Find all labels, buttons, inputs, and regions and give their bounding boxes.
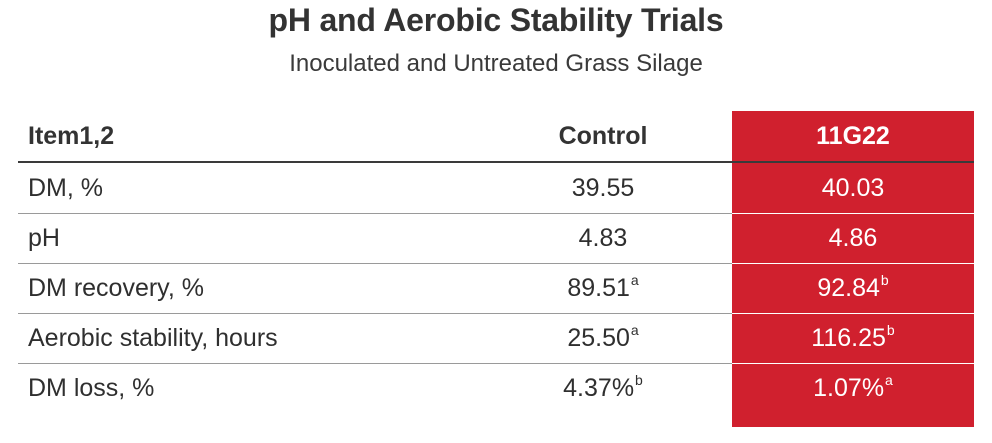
row-divider-highlight bbox=[732, 263, 974, 264]
row-item-label: DM recovery, % bbox=[28, 263, 204, 313]
chart-title: pH and Aerobic Stability Trials bbox=[268, 2, 724, 38]
table-row: pH 4.83 4.86 bbox=[18, 213, 974, 263]
inoculant-superscript: b bbox=[886, 321, 895, 338]
row-item-label: Aerobic stability, hours bbox=[28, 313, 278, 363]
inoculant-superscript: a bbox=[885, 371, 893, 388]
row-control-cell-value: 89.51 bbox=[567, 274, 630, 302]
row-control-cell-value: 4.37% bbox=[563, 374, 635, 402]
row-control-cell-value: 39.55 bbox=[571, 174, 635, 202]
header-control: Control bbox=[558, 122, 648, 150]
header-inoculant: 11G22 bbox=[816, 122, 890, 150]
row-item-label-value: pH bbox=[28, 224, 60, 252]
control-superscript: b bbox=[635, 371, 643, 388]
row-divider-highlight bbox=[732, 363, 974, 364]
row-item-label: DM, % bbox=[28, 163, 103, 213]
row-inoculant-cell: 92.84b bbox=[732, 263, 974, 313]
row-divider bbox=[18, 313, 974, 314]
row-inoculant-cell: 40.03 bbox=[732, 163, 974, 213]
chart-subtitle: Inoculated and Untreated Grass Silage bbox=[289, 50, 703, 77]
row-inoculant-cell: 4.86 bbox=[732, 213, 974, 263]
row-divider-highlight bbox=[732, 213, 974, 214]
row-control-cell: 4.37%b bbox=[488, 363, 718, 413]
control-superscript: a bbox=[630, 271, 639, 288]
table-row: DM, % 39.55 40.03 bbox=[18, 163, 974, 213]
row-inoculant-cell-value: 1.07% bbox=[813, 374, 885, 402]
highlight-column bbox=[732, 111, 974, 427]
row-item-label-value: DM recovery, % bbox=[28, 274, 204, 302]
row-inoculant-cell-value: 92.84 bbox=[817, 274, 880, 302]
row-control-cell-value: 4.83 bbox=[578, 224, 628, 252]
row-control-cell-value: 25.50 bbox=[567, 324, 630, 352]
inoculant-superscript: b bbox=[880, 271, 889, 288]
row-control-cell: 25.50a bbox=[488, 313, 718, 363]
row-inoculant-cell: 1.07%a bbox=[732, 363, 974, 413]
row-divider bbox=[18, 263, 974, 264]
row-inoculant-cell-value: 116.25 bbox=[811, 324, 886, 352]
table-row: DM loss, % 4.37%b 1.07%a bbox=[18, 363, 974, 413]
row-control-cell: 39.55 bbox=[488, 163, 718, 213]
row-item-label-value: Aerobic stability, hours bbox=[28, 324, 278, 352]
row-control-cell: 89.51a bbox=[488, 263, 718, 313]
table-row: DM recovery, % 89.51a 92.84b bbox=[18, 263, 974, 313]
row-control-cell: 4.83 bbox=[488, 213, 718, 263]
row-divider bbox=[18, 363, 974, 364]
row-inoculant-cell-value: 4.86 bbox=[828, 224, 878, 252]
row-item-label: pH bbox=[28, 213, 60, 263]
row-divider-highlight bbox=[732, 313, 974, 314]
control-superscript: a bbox=[630, 321, 639, 338]
row-divider bbox=[18, 213, 974, 214]
row-inoculant-cell-value: 40.03 bbox=[821, 174, 885, 202]
table-row: Aerobic stability, hours 25.50a 116.25b bbox=[18, 313, 974, 363]
row-item-label: DM loss, % bbox=[28, 363, 154, 413]
row-item-label-value: DM loss, % bbox=[28, 374, 155, 402]
header-item: Item1,2 bbox=[28, 122, 115, 150]
row-inoculant-cell: 116.25b bbox=[732, 313, 974, 363]
header-divider bbox=[18, 161, 974, 163]
table-header-row: Item1,2 Control 11G22 bbox=[18, 111, 974, 161]
row-item-label-value: DM, % bbox=[28, 174, 103, 202]
